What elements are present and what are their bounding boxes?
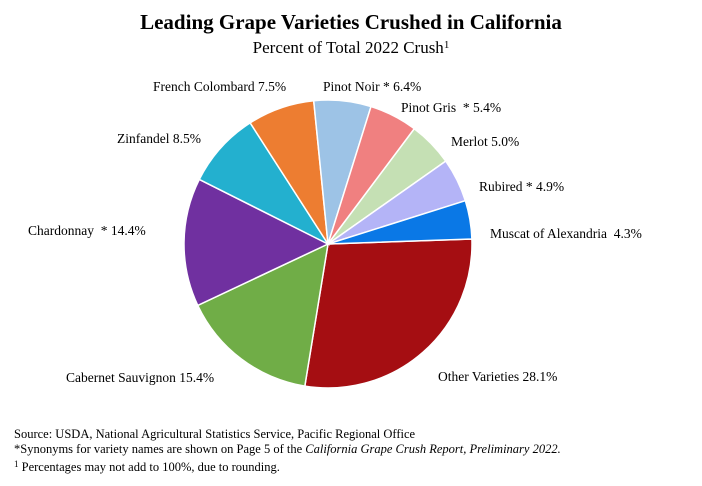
slice-label-cabernet-sauvignon: Cabernet Sauvignon 15.4%: [66, 370, 214, 385]
pie-slice-cabernet-sauvignon: [196, 242, 329, 387]
source-note: Source: USDA, National Agricultural Stat…: [14, 427, 416, 441]
rounding-footnote-mark: 1: [14, 459, 19, 469]
slice-label-rubired: Rubired * 4.9%: [479, 179, 564, 194]
slice-label-other-varieties: Other Varieties 28.1%: [438, 369, 557, 384]
pie-slice-muscat-of-alexandria: [327, 199, 473, 245]
slice-label-muscat-of-alexandria: Muscat of Alexandria 4.3%: [490, 226, 642, 241]
subtitle-footnote-mark: 1: [443, 39, 450, 51]
slice-label-chardonnay: Chardonnay * 14.4%: [28, 223, 146, 238]
slice-label-zinfandel: Zinfandel 8.5%: [117, 131, 201, 146]
pie-slice-other-varieties: [303, 238, 473, 389]
slice-label-pinot-noir: Pinot Noir * 6.4%: [323, 79, 421, 94]
rounding-text: Percentages may not add to 100%, due to …: [21, 460, 280, 474]
pie-chart: Other Varieties 28.1% Cabernet Sauvignon …: [28, 79, 642, 389]
slice-label-pinot-gris: Pinot Gris * 5.4%: [401, 100, 501, 115]
synonyms-report-title: California Grape Crush Report, Prelimina…: [305, 442, 561, 456]
subtitle-text: Percent of Total 2022 Crush: [252, 38, 444, 57]
pie-slice-chardonnay: [183, 178, 330, 307]
synonyms-prefix: *Synonyms for variety names are shown on…: [14, 442, 303, 456]
chart-subtitle: Percent of Total 2022 Crush1: [0, 35, 702, 58]
rounding-note: 1 Percentages may not add to 100%, due t…: [14, 457, 694, 475]
slice-label-merlot: Merlot 5.0%: [451, 134, 519, 149]
chart-footer: Source: USDA, National Agricultural Stat…: [14, 427, 694, 475]
slice-label-french-colombard: French Colombard 7.5%: [153, 79, 286, 94]
chart-title: Leading Grape Varieties Crushed in Calif…: [140, 10, 562, 34]
synonyms-note: *Synonyms for variety names are shown on…: [14, 442, 694, 457]
